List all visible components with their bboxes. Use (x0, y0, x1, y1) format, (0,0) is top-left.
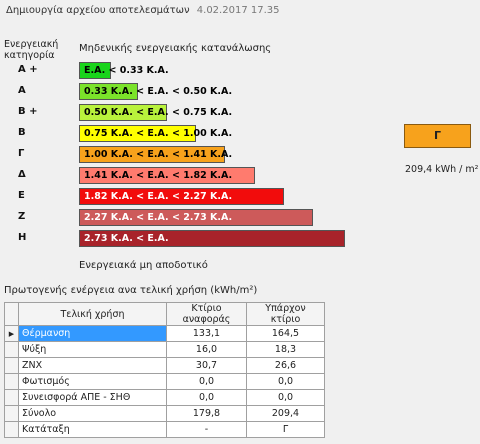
cell-reference[interactable]: 30,7 (166, 357, 247, 374)
result-category-box: Γ (404, 124, 471, 148)
cell-use[interactable]: Φωτισμός (18, 373, 167, 390)
row-selector[interactable] (4, 373, 19, 390)
category-bar: 1.00 K.A. < E.A. < 1.41 K.A. (79, 146, 232, 163)
category-letter: Δ (18, 169, 26, 180)
category-letter: H (18, 232, 27, 243)
column-header-existing[interactable]: Υπάρχον κτίριο (246, 302, 325, 326)
cell-use[interactable]: Σύνολο (18, 405, 167, 422)
cell-reference[interactable]: 133,1 (166, 325, 247, 342)
cell-existing[interactable]: Γ (246, 421, 325, 438)
cell-reference[interactable]: 16,0 (166, 341, 247, 358)
category-letter: Γ (18, 148, 25, 159)
window-title: Δημιουργία αρχείου αποτελεσμάτων 4.02.20… (6, 5, 279, 16)
category-letter: A (18, 85, 26, 96)
primary-energy-title: Πρωτογενής ενέργεια ανα τελική χρήση (kW… (4, 285, 258, 296)
row-selector[interactable] (4, 341, 19, 358)
cell-use[interactable]: Θέρμανση (18, 325, 167, 342)
category-bar: 0.50 K.A. < E.A. < 0.75 K.A. (79, 104, 232, 121)
cell-existing[interactable]: 0,0 (246, 389, 325, 406)
table-row[interactable]: Συνεισφορά ΑΠΕ - ΣΗΘ 0,0 0,0 (4, 389, 325, 406)
title-text: Δημιουργία αρχείου αποτελεσμάτων (6, 5, 190, 16)
primary-energy-grid: Τελική χρήση Κτίριο αναφοράς Υπάρχον κτί… (4, 302, 325, 438)
row-selector[interactable] (4, 357, 19, 374)
cell-reference[interactable]: 179,8 (166, 405, 247, 422)
table-row[interactable]: Σύνολο 179,8 209,4 (4, 405, 325, 422)
timestamp: 4.02.2017 17.35 (196, 5, 280, 16)
cell-existing[interactable]: 26,6 (246, 357, 325, 374)
row-selector[interactable] (4, 405, 19, 422)
cell-use[interactable]: Συνεισφορά ΑΠΕ - ΣΗΘ (18, 389, 167, 406)
cell-use[interactable]: Κατάταξη (18, 421, 167, 438)
cell-reference[interactable]: 0,0 (166, 373, 247, 390)
category-bar: 2.73 K.A. < E.A. (79, 230, 345, 247)
table-row[interactable]: Ψύξη 16,0 18,3 (4, 341, 325, 358)
category-letter: B (18, 127, 26, 138)
cell-use[interactable]: ZNX (18, 357, 167, 374)
category-heading-line2: κατηγορία (4, 50, 55, 61)
category-bar: 1.82 K.A. < E.A. < 2.27 K.A. (79, 188, 284, 205)
cell-use[interactable]: Ψύξη (18, 341, 167, 358)
category-bar: 2.27 K.A. < E.A. < 2.73 K.A. (79, 209, 313, 226)
column-header-reference[interactable]: Κτίριο αναφοράς (166, 302, 247, 326)
category-bar: 1.41 K.A. < E.A. < 1.82 K.A. (79, 167, 255, 184)
table-row[interactable]: ZNX 30,7 26,6 (4, 357, 325, 374)
category-bar: E.A. < 0.33 K.A. (79, 62, 169, 79)
category-bar: 0.75 K.A. < E.A. < 1.00 K.A. (79, 125, 232, 142)
row-selector-arrow-icon[interactable]: ▶ (4, 325, 19, 342)
cell-existing[interactable]: 209,4 (246, 405, 325, 422)
cell-existing[interactable]: 0,0 (246, 373, 325, 390)
table-row[interactable]: Φωτισμός 0,0 0,0 (4, 373, 325, 390)
category-bar: 0.33 K.A. < E.A. < 0.50 K.A. (79, 83, 232, 100)
category-heading-line1: Ενεργειακή (4, 39, 59, 50)
category-letter: Z (18, 211, 26, 222)
nonzero-label: Ενεργειακά μη αποδοτικό (79, 260, 208, 271)
cell-existing[interactable]: 18,3 (246, 341, 325, 358)
row-selector[interactable] (4, 421, 19, 438)
result-value: 209,4 kWh / m² (405, 164, 479, 175)
row-selector[interactable] (4, 389, 19, 406)
row-header-corner (4, 302, 19, 326)
category-letter: B + (18, 106, 38, 117)
table-row[interactable]: ▶ Θέρμανση 133,1 164,5 (4, 325, 325, 342)
category-letter: E (18, 190, 25, 201)
cell-existing[interactable]: 164,5 (246, 325, 325, 342)
cell-reference[interactable]: - (166, 421, 247, 438)
zero-consumption-label: Μηδενικής ενεργειακής κατανάλωσης (79, 43, 272, 54)
cell-reference[interactable]: 0,0 (166, 389, 247, 406)
category-heading: Ενεργειακή κατηγορία (4, 39, 59, 61)
table-row[interactable]: Κατάταξη - Γ (4, 421, 325, 438)
column-header-use[interactable]: Τελική χρήση (18, 302, 167, 326)
category-letter: A + (18, 64, 38, 75)
grid-header-row: Τελική χρήση Κτίριο αναφοράς Υπάρχον κτί… (4, 302, 325, 326)
